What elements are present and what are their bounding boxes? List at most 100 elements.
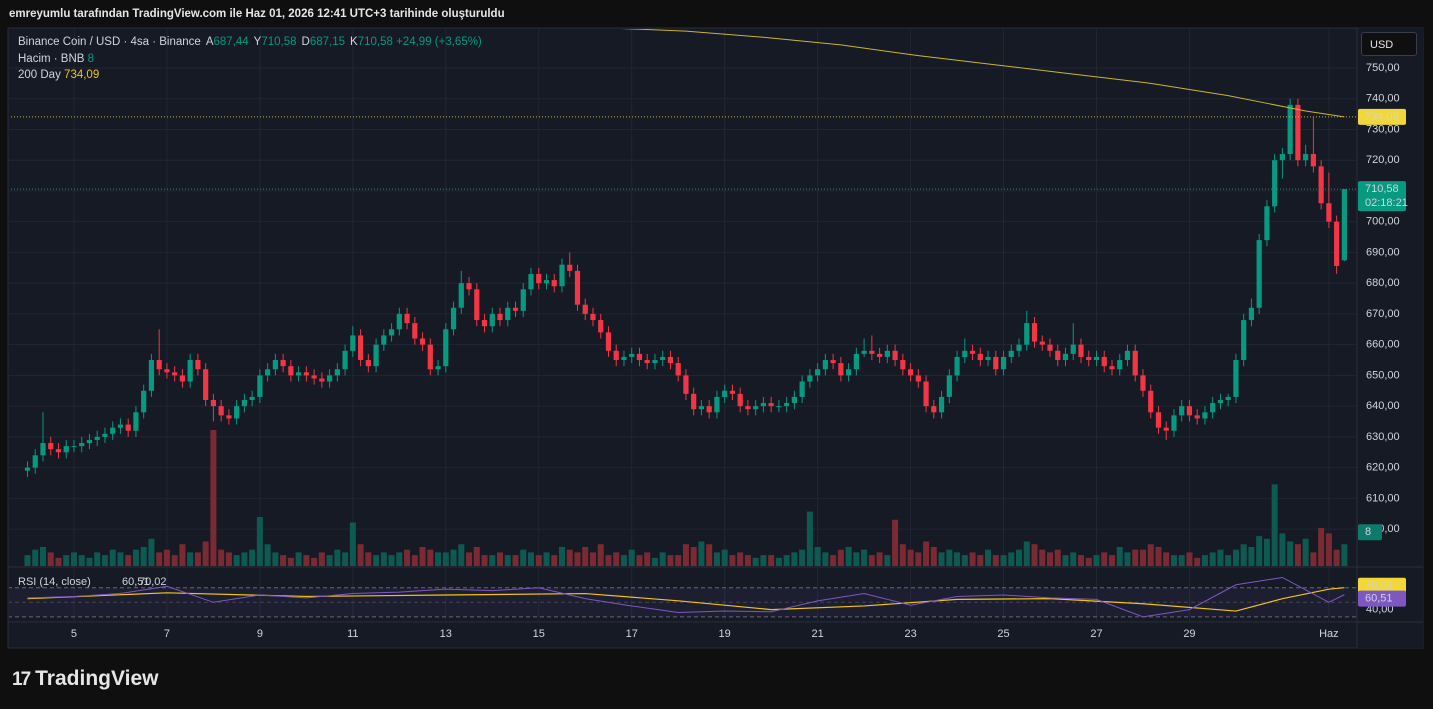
candle-body — [458, 283, 464, 308]
volume-bar — [1225, 555, 1232, 566]
candle-body — [621, 356, 627, 361]
candle-body — [799, 381, 805, 397]
y-tick-label: 650,00 — [1366, 369, 1400, 381]
volume-bar — [94, 552, 101, 566]
x-tick-label: 11 — [347, 628, 358, 640]
volume-bar — [830, 555, 837, 566]
candle-body — [1217, 399, 1224, 404]
volume-bar — [613, 552, 620, 566]
candle-body — [1132, 350, 1138, 376]
ma-line — [621, 29, 1345, 118]
rsi-label-box — [1358, 590, 1406, 607]
volume-bar — [497, 552, 504, 566]
ohlc-value: 687,44 — [213, 36, 249, 48]
candle-body — [1279, 154, 1286, 161]
candle-body — [110, 427, 116, 434]
candle-body — [1155, 412, 1162, 428]
candle-body — [1171, 415, 1177, 431]
candle-body — [172, 372, 178, 376]
y-tick-label: 610,00 — [1366, 492, 1400, 504]
volume-bar — [892, 519, 899, 566]
volume-bar — [946, 549, 953, 566]
candle-body — [931, 406, 937, 413]
volume-bar — [1302, 538, 1309, 566]
volume-bar — [140, 546, 147, 566]
x-tick-label: 27 — [1090, 628, 1102, 640]
volume-bar — [899, 544, 906, 566]
candle-body — [164, 369, 170, 373]
candle-body — [497, 313, 503, 321]
volume-bar — [1139, 549, 1146, 566]
volume-bar — [605, 555, 612, 566]
volume-bar — [1217, 549, 1224, 566]
candle-body — [365, 360, 371, 367]
candle-body — [567, 264, 573, 271]
candle-body — [40, 443, 46, 456]
volume-bar — [481, 555, 488, 566]
volume-bar — [1039, 549, 1046, 566]
brand: 17 TradingView — [12, 667, 158, 691]
candle-body — [846, 369, 852, 376]
volume-bar — [55, 557, 62, 566]
candle-body — [520, 289, 526, 311]
volume-bar — [280, 555, 287, 566]
candle-body — [815, 369, 821, 376]
candle-body — [350, 335, 356, 351]
volume-bar — [1147, 544, 1154, 566]
volume-bar — [930, 546, 937, 566]
volume-bar — [1016, 549, 1023, 566]
candle-body — [133, 412, 139, 431]
candle-body — [512, 307, 519, 311]
y-tick-label: 620,00 — [1366, 462, 1400, 474]
volume-bar — [1201, 555, 1208, 566]
volume-bar — [992, 555, 999, 566]
volume-bar — [1116, 546, 1123, 566]
volume-value: 8 — [87, 52, 95, 65]
candle-body — [729, 390, 736, 394]
volume-bar — [713, 552, 720, 566]
candle-body — [63, 446, 69, 453]
x-tick-label: 29 — [1183, 628, 1195, 640]
volume-bar — [760, 555, 767, 566]
x-tick-label: 25 — [997, 628, 1009, 640]
currency-button[interactable]: USD — [1361, 32, 1417, 56]
candle-body — [450, 307, 457, 330]
chart-frame — [7, 27, 1424, 649]
volume-bar — [1256, 536, 1263, 566]
ohlc: A687,44 Y710,58 D687,15 K710,58 — [201, 36, 393, 48]
candle-body — [915, 375, 921, 382]
volume-bar — [543, 552, 550, 566]
candle-body — [1140, 375, 1146, 391]
candle-body — [985, 356, 991, 361]
candle-body — [179, 375, 186, 382]
candle-body — [977, 353, 983, 361]
candle-body — [1295, 104, 1301, 161]
candle-body — [381, 335, 387, 345]
candle-body — [79, 443, 85, 447]
volume-bar — [256, 517, 263, 566]
volume-bar — [24, 555, 31, 566]
volume-bar — [1294, 544, 1301, 566]
candle-body — [388, 329, 395, 336]
candle-body — [876, 353, 883, 357]
volume-bar — [675, 555, 682, 566]
volume-bar — [396, 552, 403, 566]
volume-bar — [744, 555, 751, 566]
volume-bar — [233, 555, 240, 566]
candle-body — [551, 280, 557, 287]
candle-body — [559, 264, 565, 287]
candle-body — [907, 369, 914, 376]
candle-body — [861, 350, 867, 354]
volume-bar — [706, 544, 713, 566]
y-tick-label: 720,00 — [1366, 154, 1400, 166]
volume-bar — [659, 552, 666, 566]
volume-bar — [837, 549, 844, 566]
volume-bar — [1325, 533, 1332, 566]
candle-body — [404, 313, 410, 324]
ma-name: 200 Day — [18, 69, 61, 81]
volume-bar — [365, 552, 372, 566]
volume-bar — [667, 555, 674, 566]
candle-body — [373, 344, 379, 367]
volume-bar — [202, 541, 209, 566]
volume-bar — [78, 555, 85, 566]
